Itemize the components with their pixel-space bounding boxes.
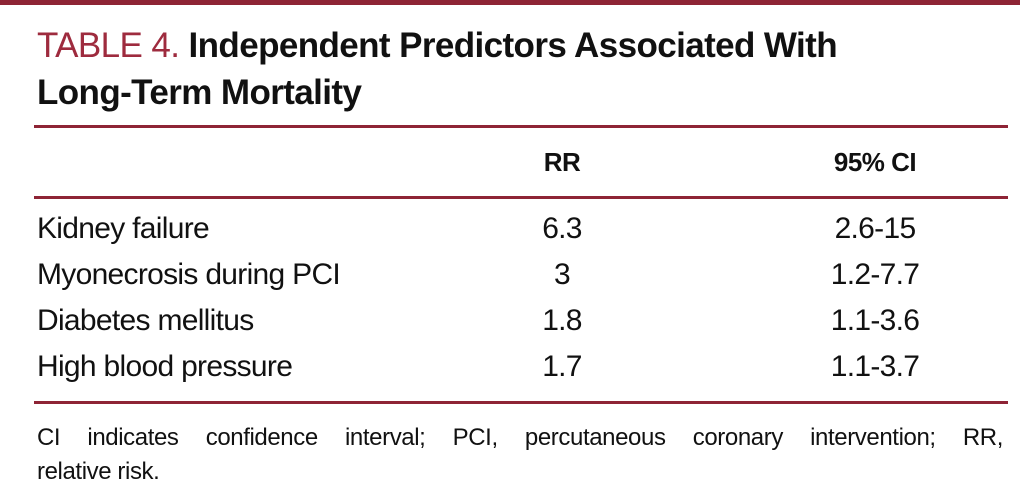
table-row: Kidney failure 6.3 2.6-15 [34,206,1008,252]
table-title: TABLE 4. Independent Predictors Associat… [37,22,1008,116]
rule-below-header [34,196,1008,199]
header-rr: RR [543,146,581,177]
predictor-cell: Diabetes mellitus [37,304,254,337]
ci-cell: 2.6-15 [834,212,917,245]
rule-below-title [34,125,1008,128]
table-number-label: TABLE 4. [37,26,180,65]
rr-cell: 3 [554,258,571,291]
table-row: Myonecrosis during PCI 3 1.2-7.7 [34,252,1008,298]
table-row: High blood pressure 1.7 1.1-3.7 [34,344,1008,390]
rr-cell: 6.3 [542,212,582,245]
rule-above-footnote [34,401,1008,404]
table-header-row: RR 95% CI [34,128,1008,196]
top-accent-bar [0,0,1020,5]
ci-cell: 1.1-3.6 [830,304,920,337]
footnote-line1: CI indicates confidence interval; PCI, p… [37,424,1003,451]
rr-cell: 1.8 [542,304,582,337]
rr-cell: 1.7 [542,350,582,383]
footnote-line2: relative risk. [37,458,160,485]
table-content: TABLE 4. Independent Predictors Associat… [34,5,1008,489]
ci-cell: 1.2-7.7 [830,258,920,291]
table-body: Kidney failure 6.3 2.6-15 Myonecrosis du… [34,199,1008,401]
predictor-cell: High blood pressure [37,350,293,383]
table-row: Diabetes mellitus 1.8 1.1-3.6 [34,298,1008,344]
table-title-line2: Long-Term Mortality [37,73,362,112]
table-footnote: CI indicates confidence interval; PCI, p… [37,421,1003,489]
ci-cell: 1.1-3.7 [830,350,920,383]
predictor-cell: Kidney failure [37,212,210,245]
header-ci: 95% CI [833,146,917,177]
predictor-cell: Myonecrosis during PCI [37,258,341,291]
table-title-line1: Independent Predictors Associated With [188,26,838,65]
